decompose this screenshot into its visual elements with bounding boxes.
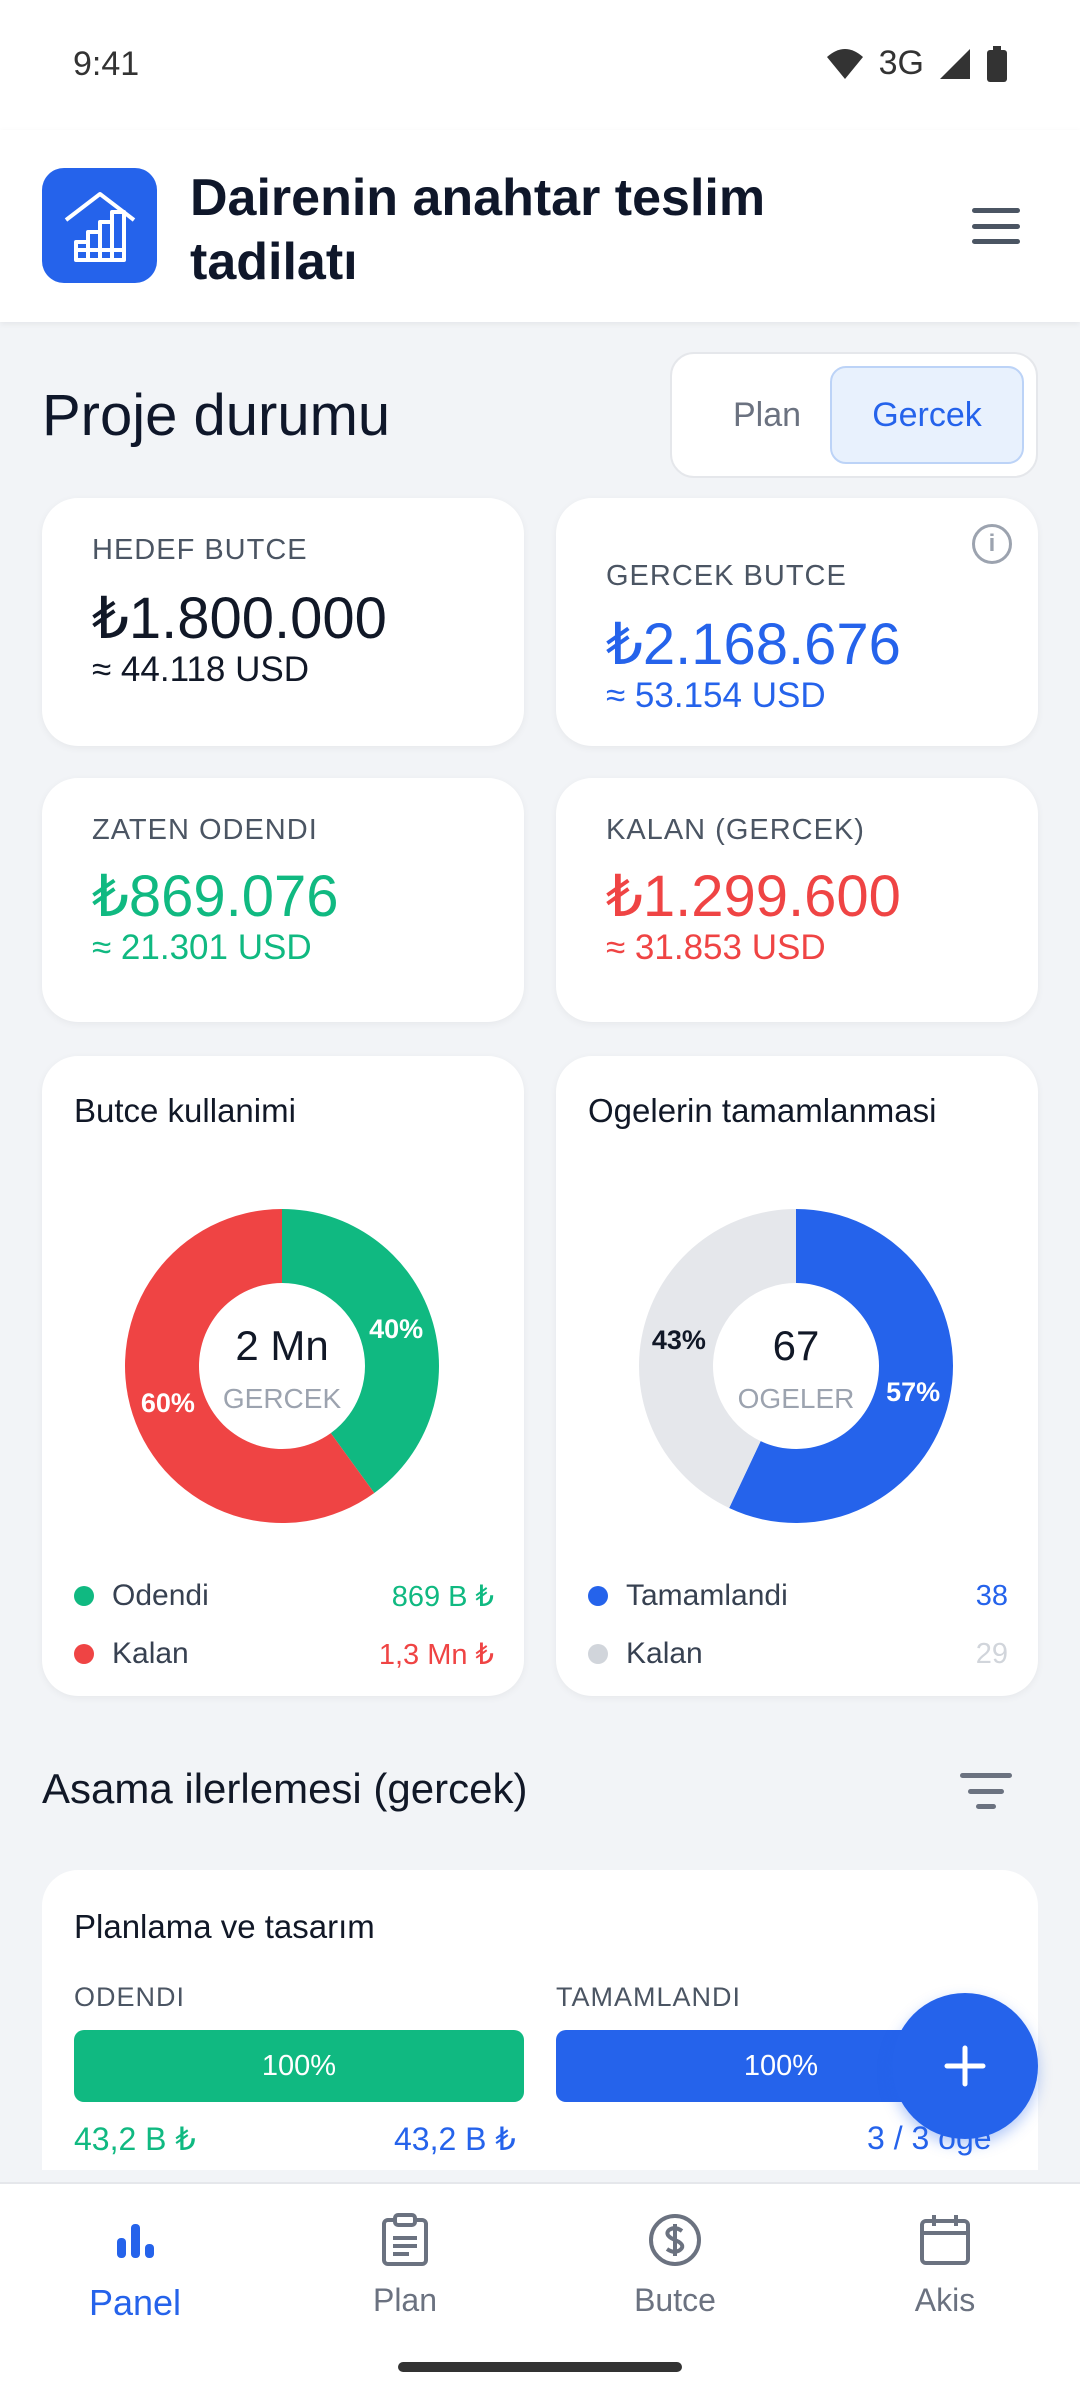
app-header: Dairenin anahtar teslim tadilatı [0, 130, 1080, 322]
metric-label: ZATEN ODENDI [92, 814, 318, 846]
nav-label: Plan [372, 2282, 438, 2318]
metric-usd: ≈ 53.154 USD [606, 676, 826, 715]
info-icon[interactable]: i [972, 524, 1012, 564]
metric-usd: ≈ 44.118 USD [92, 650, 310, 689]
status-bar: 9:41 3G [0, 0, 1080, 130]
donut-center-value: 67 [773, 1322, 820, 1369]
phase-name: Planlama ve tasarım [74, 1908, 375, 1945]
donut-slice-odendi [282, 1209, 439, 1494]
metric-paid: ZATEN ODENDI ₺869.076 ≈ 21.301 USD [42, 778, 524, 1022]
hamburger-menu-icon[interactable] [972, 208, 1020, 244]
budget-donut-chart: 40% 60% 2 Mn GERCEK [124, 1209, 439, 1523]
done-label: TAMAMLANDI [556, 1982, 742, 2012]
legend-label: Tamamlandi [626, 1579, 788, 1612]
slice-label: 40% [369, 1314, 423, 1344]
bar-chart-icon [105, 2210, 165, 2270]
legend-value: 38 [975, 1579, 1008, 1612]
nav-label: Butce [634, 2282, 716, 2318]
status-icons: 3G [825, 44, 1008, 83]
filter-icon[interactable] [960, 1773, 1012, 1809]
metric-value: ₺1.299.600 [606, 864, 901, 929]
nav-label: Akis [914, 2282, 976, 2318]
donut-slice-kalan [124, 1209, 375, 1523]
legend-value: 1,3 Mn ₺ [378, 1638, 494, 1671]
donut-center-label: GERCEK [223, 1383, 342, 1414]
legend-row-remaining: Kalan 1,3 Mn ₺ [74, 1632, 494, 1676]
slice-label: 57% [886, 1377, 940, 1407]
network-type: 3G [878, 44, 924, 82]
metric-target-budget: HEDEF BUTCE ₺1.800.000 ≈ 44.118 USD [42, 498, 524, 746]
calendar-icon [915, 2210, 975, 2270]
donut-center-label: OGELER [738, 1383, 855, 1414]
page-title: Proje durumu [42, 383, 391, 448]
metric-label: KALAN (GERCEK) [606, 814, 865, 846]
toggle-actual[interactable]: Gercek [830, 366, 1024, 464]
nav-item-flow[interactable]: Akis [810, 2210, 1080, 2350]
legend-dot [74, 1644, 94, 1664]
legend-label: Odendi [112, 1579, 209, 1612]
plus-icon [944, 2045, 986, 2087]
legend-label: Kalan [626, 1637, 703, 1670]
metric-usd: ≈ 21.301 USD [92, 928, 312, 967]
toggle-plan[interactable]: Plan [732, 395, 802, 434]
metric-remaining: KALAN (GERCEK) ₺1.299.600 ≈ 31.853 USD [556, 778, 1038, 1022]
home-indicator [398, 2362, 682, 2372]
phase-progress-title: Asama ilerlemesi (gercek) [42, 1765, 528, 1812]
metric-actual-budget: i GERCEK BUTCE ₺2.168.676 ≈ 53.154 USD [556, 498, 1038, 746]
paid-amount: 43,2 B ₺ [74, 2121, 196, 2157]
dollar-circle-icon [645, 2210, 705, 2270]
donut-slice-kalan [639, 1209, 796, 1509]
nav-item-budget[interactable]: Butce [540, 2210, 810, 2350]
chart-title: Butce kullanimi [74, 1092, 296, 1129]
legend-dot [74, 1586, 94, 1606]
phase-card[interactable]: Planlama ve tasarım ODENDI TAMAMLANDI 10… [42, 1870, 1038, 2170]
nav-label: Panel [88, 2282, 182, 2323]
legend-label: Kalan [112, 1637, 189, 1670]
budget-usage-card: Butce kullanimi 40% 60% 2 Mn GERCEK Odendi … [42, 1056, 524, 1696]
slice-label: 60% [141, 1388, 195, 1418]
status-time: 9:41 [73, 45, 140, 83]
clipboard-icon [375, 2210, 435, 2270]
paid-label: ODENDI [74, 1982, 186, 2012]
battery-icon [987, 45, 1007, 82]
wifi-icon [826, 48, 863, 79]
house-chart-icon [42, 168, 157, 283]
donut-slice-tamamlandi [729, 1209, 953, 1523]
plan-actual-toggle: Plan Gercek [670, 352, 1038, 478]
donut-center-value: 2 Mn [235, 1322, 328, 1369]
legend-dot [588, 1644, 608, 1664]
metric-value: ₺1.800.000 [92, 586, 387, 651]
nav-item-panel[interactable]: Panel [0, 2210, 270, 2350]
total-amount: 43,2 B ₺ [394, 2121, 516, 2157]
metric-label: HEDEF BUTCE [92, 534, 308, 566]
chart-title: Ogelerin tamamlanmasi [588, 1092, 937, 1129]
metric-usd: ≈ 31.853 USD [606, 928, 826, 967]
legend-row-completed: Tamamlandi 38 [588, 1574, 1008, 1618]
legend-dot [588, 1586, 608, 1606]
legend-value: 29 [975, 1637, 1008, 1670]
app-title: Dairenin anahtar teslim tadilatı [190, 169, 766, 291]
legend-value: 869 B ₺ [391, 1580, 494, 1613]
slice-label: 43% [652, 1325, 706, 1355]
legend-row-remaining: Kalan 29 [588, 1632, 1008, 1676]
nav-item-plan[interactable]: Plan [270, 2210, 540, 2350]
legend-row-paid: Odendi 869 B ₺ [74, 1574, 494, 1618]
metric-label: GERCEK BUTCE [606, 560, 847, 592]
add-button[interactable] [892, 1993, 1038, 2139]
items-completion-card: Ogelerin tamamlanmasi 57% 43% 67 OGELER Tam… [556, 1056, 1038, 1696]
items-donut-chart: 57% 43% 67 OGELER [639, 1209, 953, 1523]
metric-value: ₺869.076 [92, 864, 339, 929]
signal-icon [940, 48, 970, 79]
paid-progress-bar: 100% [74, 2030, 524, 2102]
metric-value: ₺2.168.676 [606, 612, 901, 677]
